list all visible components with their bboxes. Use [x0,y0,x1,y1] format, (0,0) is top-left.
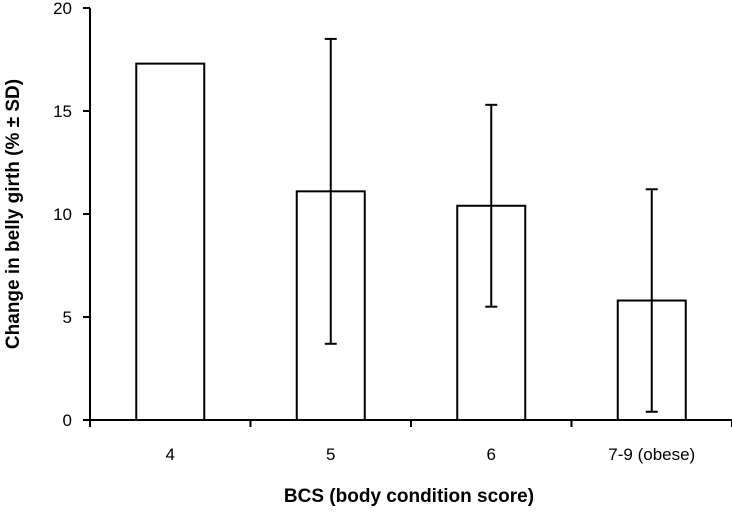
y-ticks-layer: 0 5 10 15 20 [53,0,90,430]
x-tick-label: 6 [487,445,496,464]
x-tick-label: 7-9 (obese) [608,445,695,464]
y-tick-label: 20 [53,0,72,18]
x-tick-label: 5 [326,445,335,464]
bars-layer [135,62,687,422]
x-ticks-layer: 4 5 6 7-9 (obese) [89,420,732,464]
x-tick-label: 4 [166,445,175,464]
y-tick-label: 5 [63,308,72,327]
y-tick-label: 0 [63,411,72,430]
bar [135,62,206,422]
y-tick-label: 15 [53,102,72,121]
y-tick-label: 10 [53,205,72,224]
x-axis-title: BCS (body condition score) [284,486,534,507]
y-axis-title: Change in belly girth (% ± SD) [3,79,24,349]
error-bars-layer [324,37,658,413]
